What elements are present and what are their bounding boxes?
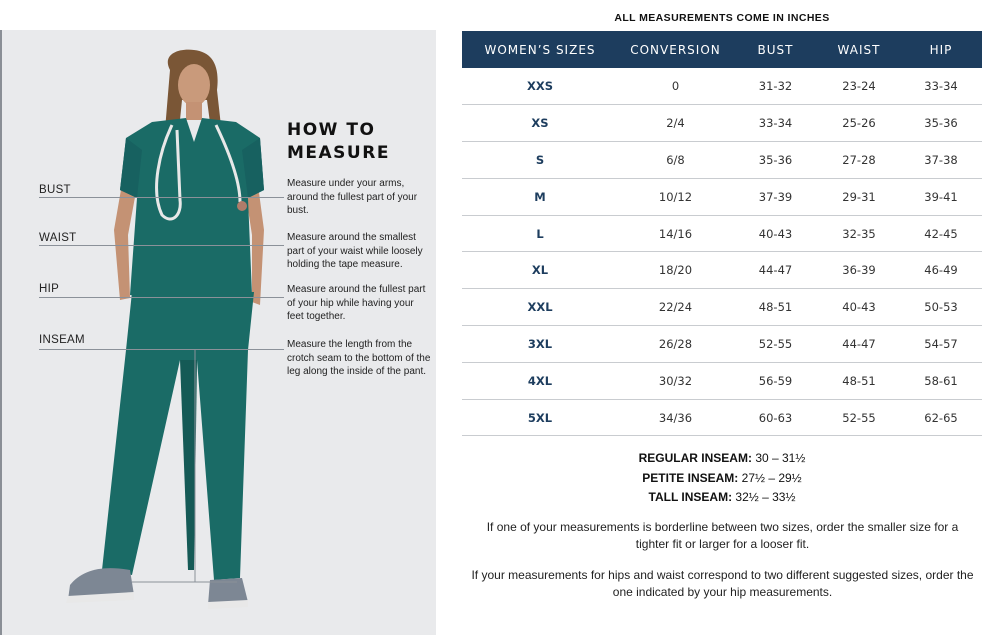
conversion-cell: 10/12 (618, 178, 733, 216)
hip-cell: 62-65 (900, 399, 982, 437)
bust-cell: 35-36 (733, 141, 818, 179)
conversion-cell: 26/28 (618, 325, 733, 363)
size-cell: XL (462, 251, 618, 290)
size-chart-table: WOMEN’S SIZES CONVERSION BUST WAIST HIP … (462, 31, 982, 437)
conversion-cell: 0 (618, 68, 733, 106)
col-header-sizes: WOMEN’S SIZES (462, 31, 618, 68)
tall-inseam: TALL INSEAM: 32½ – 33½ (462, 490, 982, 504)
col-header-waist: WAIST (818, 31, 900, 68)
table-row: XXS 0 31-32 23-24 33-34 (462, 68, 982, 106)
waist-cell: 32-35 (818, 215, 900, 253)
bust-cell: 31-32 (733, 68, 818, 106)
waist-guide-line (39, 245, 284, 246)
bust-cell: 52-55 (733, 325, 818, 363)
waist-cell: 27-28 (818, 141, 900, 179)
table-row: S 6/8 35-36 27-28 37-38 (462, 141, 982, 179)
bust-cell: 40-43 (733, 215, 818, 253)
col-header-conversion: CONVERSION (618, 31, 733, 68)
bust-label: BUST (39, 184, 71, 196)
waist-cell: 29-31 (818, 178, 900, 216)
hip-label: HIP (39, 283, 60, 295)
hip-description: Measure around the fullest part of your … (287, 284, 426, 322)
size-cell: XS (462, 104, 618, 143)
table-row: XXL 22/24 48-51 40-43 50-53 (462, 288, 982, 327)
size-cell: M (462, 178, 618, 216)
conversion-cell: 22/24 (618, 288, 733, 327)
hip-cell: 37-38 (900, 141, 982, 179)
waist-cell: 44-47 (818, 325, 900, 363)
waist-description: Measure around the smallest part of your… (287, 232, 423, 270)
inseam-guide-line (39, 349, 284, 350)
hip-cell: 35-36 (900, 104, 982, 143)
table-row: M 10/12 37-39 29-31 39-41 (462, 178, 982, 216)
waist-cell: 40-43 (818, 288, 900, 327)
conversion-cell: 30/32 (618, 362, 733, 400)
table-header-row: WOMEN’S SIZES CONVERSION BUST WAIST HIP (462, 31, 982, 68)
waist-cell: 25-26 (818, 104, 900, 143)
hip-cell: 46-49 (900, 251, 982, 290)
inseam-label: INSEAM (39, 334, 85, 346)
conversion-cell: 6/8 (618, 141, 733, 179)
bust-description: Measure under your arms, around the full… (287, 178, 418, 216)
col-header-bust: BUST (733, 31, 818, 68)
hip-cell: 58-61 (900, 362, 982, 400)
table-row: XS 2/4 33-34 25-26 35-36 (462, 104, 982, 143)
conversion-cell: 2/4 (618, 104, 733, 143)
petite-inseam-value: 27½ – 29½ (741, 471, 802, 485)
bust-cell: 33-34 (733, 104, 818, 143)
hip-waist-note: If your measurements for hips and waist … (471, 568, 974, 599)
size-cell: XXS (462, 68, 618, 106)
table-row: 4XL 30/32 56-59 48-51 58-61 (462, 362, 982, 400)
size-cell: L (462, 215, 618, 253)
model-figure-illustration (66, 49, 264, 609)
bust-cell: 48-51 (733, 288, 818, 327)
how-to-measure-heading: HOW TO MEASURE (287, 120, 390, 163)
petite-inseam: PETITE INSEAM: 27½ – 29½ (462, 471, 982, 485)
table-row: 5XL 34/36 60-63 52-55 62-65 (462, 399, 982, 437)
size-cell: XXL (462, 288, 618, 327)
waist-cell: 36-39 (818, 251, 900, 290)
measure-guide-panel: HOW TO MEASURE BUST Measure under your a… (0, 30, 436, 635)
bust-cell: 44-47 (733, 251, 818, 290)
table-row: XL 18/20 44-47 36-39 46-49 (462, 251, 982, 290)
waist-cell: 23-24 (818, 68, 900, 106)
col-header-hip: HIP (900, 31, 982, 68)
hip-cell: 33-34 (900, 68, 982, 106)
waist-label: WAIST (39, 232, 77, 244)
regular-inseam-label: REGULAR INSEAM: (638, 451, 752, 465)
hip-cell: 50-53 (900, 288, 982, 327)
conversion-cell: 14/16 (618, 215, 733, 253)
bust-cell: 60-63 (733, 399, 818, 437)
waist-cell: 48-51 (818, 362, 900, 400)
waist-cell: 52-55 (818, 399, 900, 437)
size-cell: 4XL (462, 362, 618, 400)
size-cell: 3XL (462, 325, 618, 363)
bust-cell: 56-59 (733, 362, 818, 400)
tall-inseam-label: TALL INSEAM: (648, 490, 733, 504)
regular-inseam: REGULAR INSEAM: 30 – 31½ (462, 451, 982, 465)
hip-cell: 42-45 (900, 215, 982, 253)
size-cell: 5XL (462, 399, 618, 437)
hip-cell: 39-41 (900, 178, 982, 216)
hip-cell: 54-57 (900, 325, 982, 363)
bust-cell: 37-39 (733, 178, 818, 216)
size-cell: S (462, 141, 618, 179)
tall-inseam-value: 32½ – 33½ (735, 490, 796, 504)
chart-title: ALL MEASUREMENTS COME IN INCHES (614, 12, 830, 24)
regular-inseam-value: 30 – 31½ (755, 451, 806, 465)
table-row: L 14/16 40-43 32-35 42-45 (462, 215, 982, 253)
petite-inseam-label: PETITE INSEAM: (642, 471, 739, 485)
conversion-cell: 18/20 (618, 251, 733, 290)
table-row: 3XL 26/28 52-55 44-47 54-57 (462, 325, 982, 363)
hip-guide-line (39, 297, 284, 298)
conversion-cell: 34/36 (618, 399, 733, 437)
bust-guide-line (39, 197, 284, 198)
borderline-size-note: If one of your measurements is borderlin… (486, 520, 959, 551)
inseam-description: Measure the length from the crotch seam … (287, 339, 431, 377)
